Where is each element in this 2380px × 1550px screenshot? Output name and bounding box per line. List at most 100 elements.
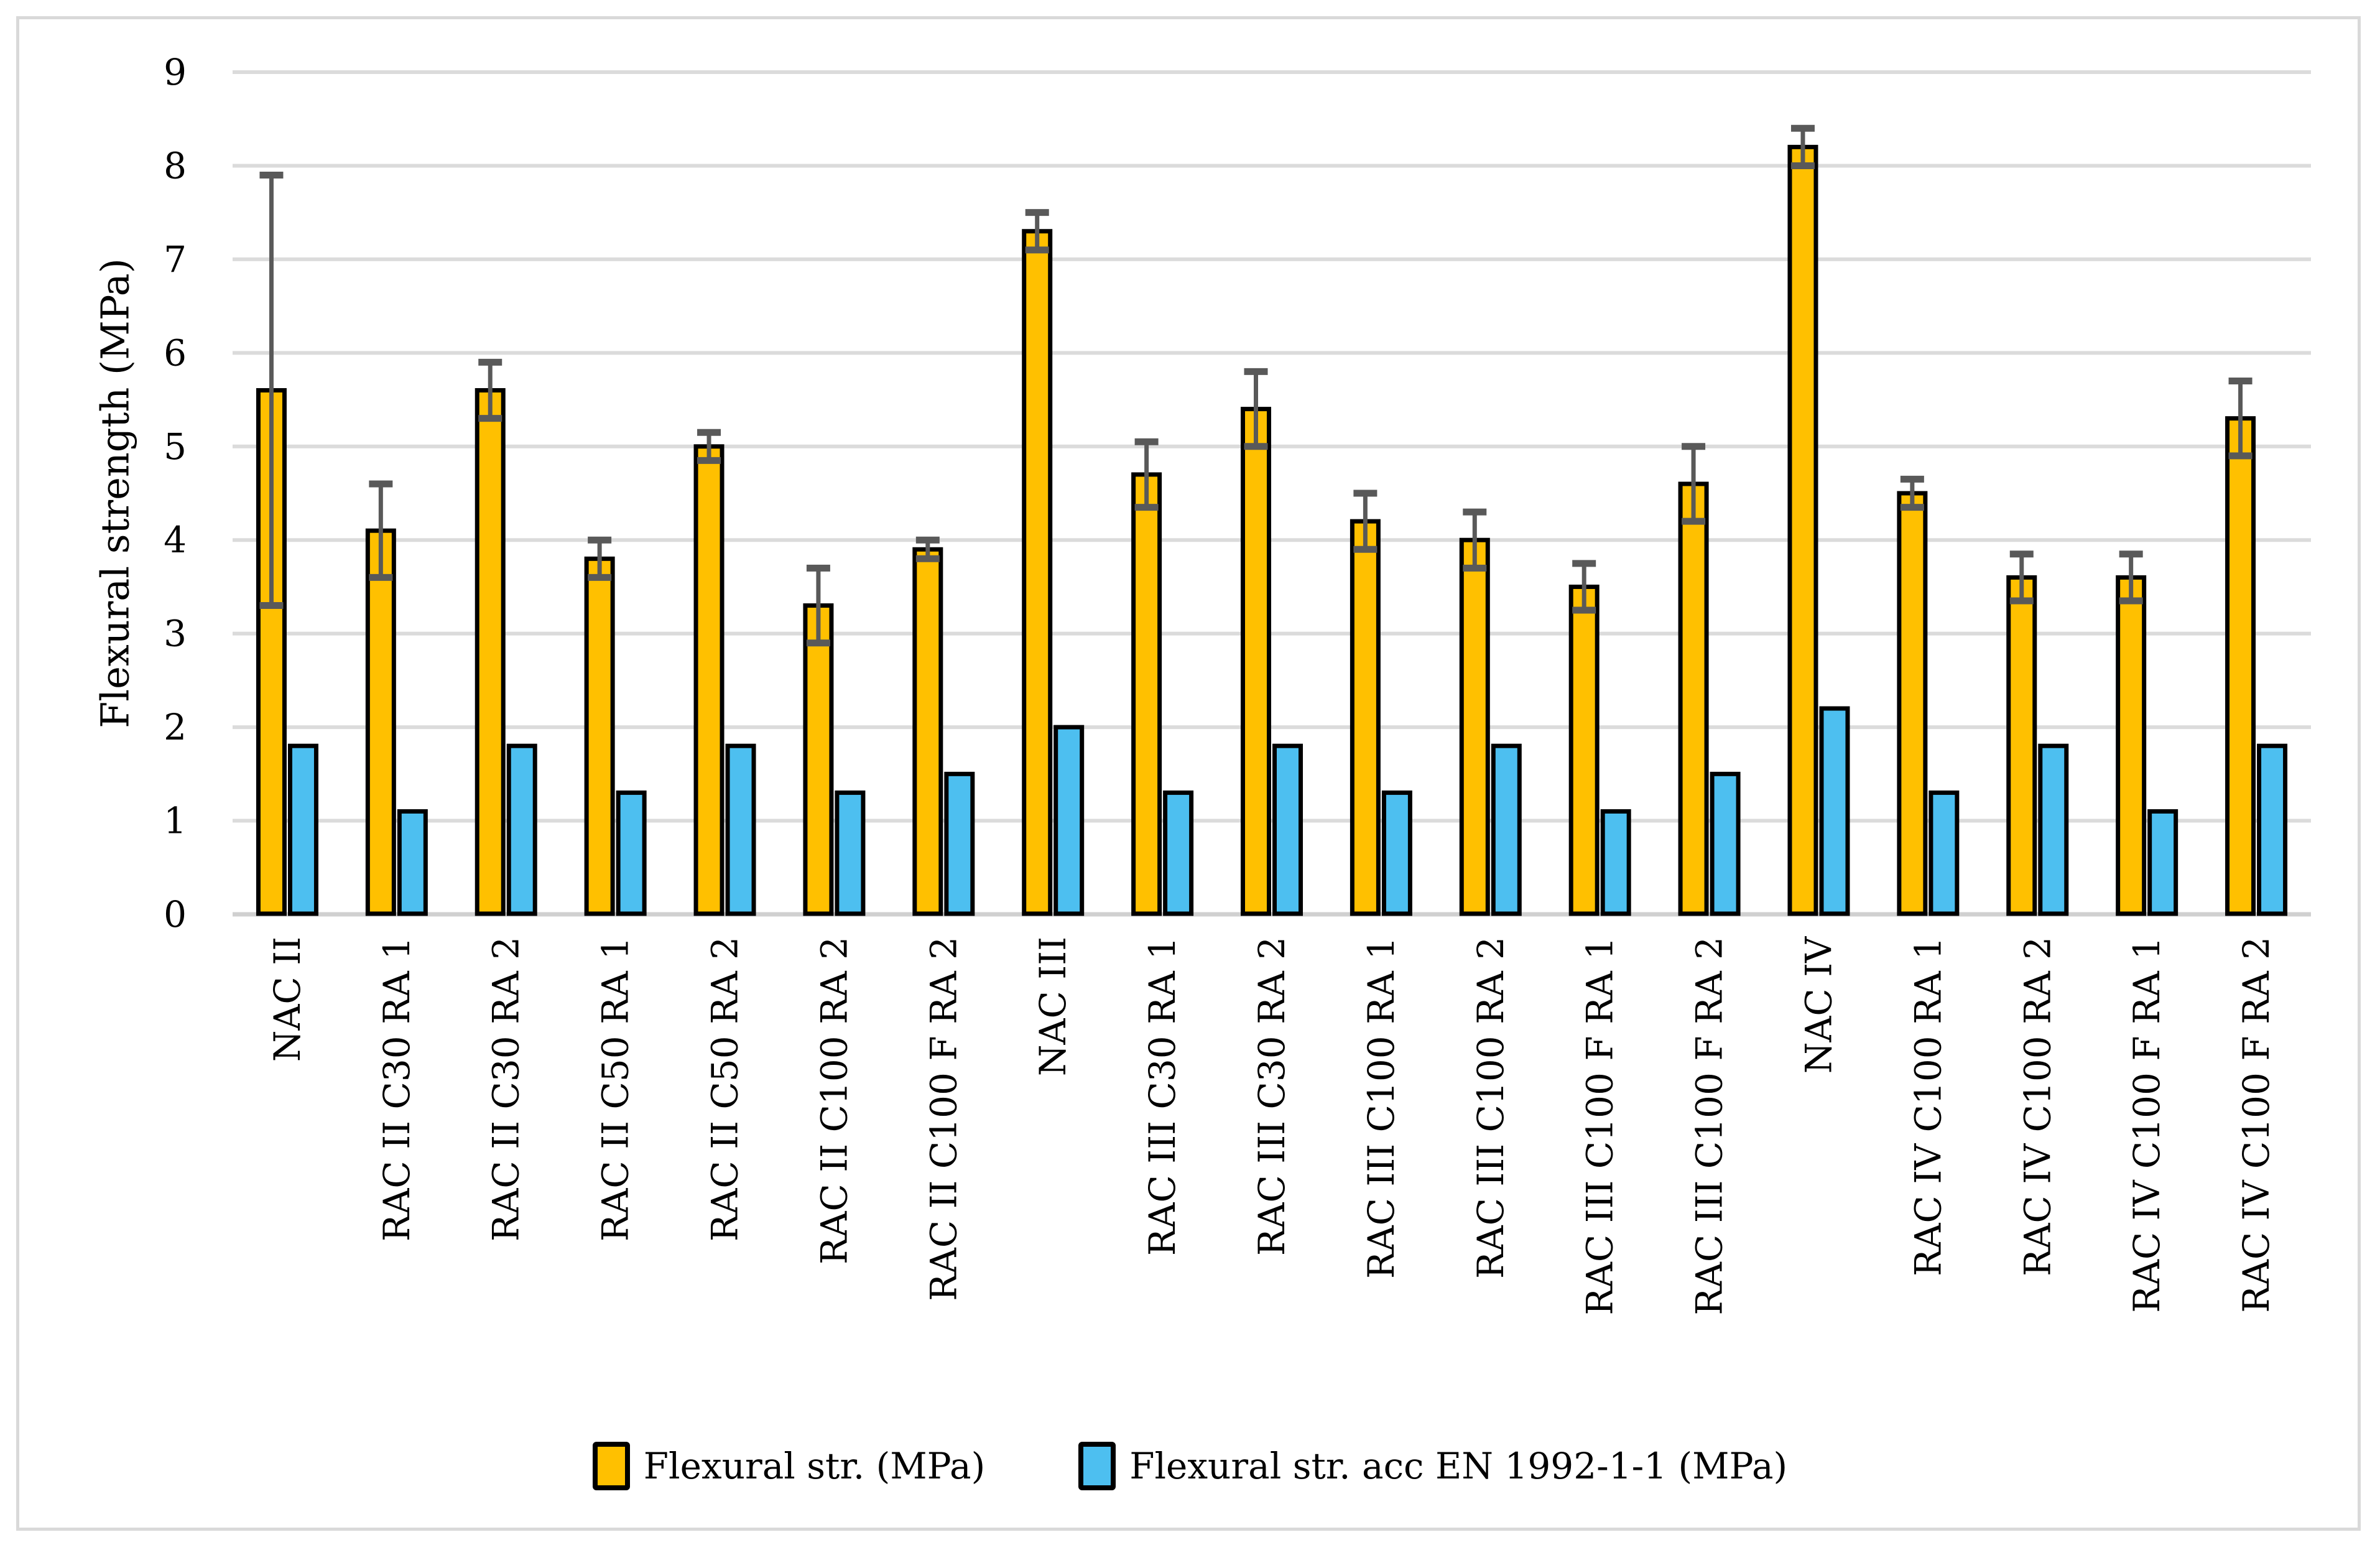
bar-group-9: [1131, 438, 1194, 916]
bar-group-16: [1897, 475, 1960, 916]
error-bar: [588, 536, 612, 581]
bar-flexural-str-en1992: [1053, 725, 1085, 916]
y-axis-title: Flexural strength (MPa): [93, 258, 138, 728]
error-bar: [259, 171, 284, 610]
bar-flexural-str-en1992: [2257, 743, 2288, 916]
x-tick-label: RAC III C100 F RA 2: [1688, 937, 1731, 1316]
bar-group-17: [2006, 550, 2069, 916]
bar-group-4: [584, 536, 647, 916]
bar-flexural-str: [693, 444, 725, 916]
bar-group-13: [1568, 560, 1631, 916]
bar-flexural-str: [1897, 491, 1928, 916]
bar-flexural-str-en1992: [397, 809, 428, 916]
y-tick-label-6: 6: [164, 332, 187, 374]
error-bar: [2009, 550, 2034, 605]
bar-flexural-str-en1992: [944, 771, 975, 916]
bar-flexural-str: [1459, 537, 1490, 916]
bar-flexural-str-en1992: [506, 743, 537, 916]
error-bar: [1682, 443, 1706, 525]
x-tick-label: RAC II C30 RA 2: [485, 937, 527, 1241]
bar-flexural-str: [475, 388, 506, 916]
error-bar: [1572, 560, 1596, 614]
x-tick-label: RAC III C100 RA 2: [1470, 937, 1512, 1279]
x-tick-label: NAC IV: [1797, 936, 1840, 1074]
bar-group-1: [256, 171, 318, 916]
error-bar: [1134, 438, 1159, 511]
bar-flexural-str: [1568, 584, 1600, 916]
bar-flexural-str-en1992: [2147, 809, 2179, 916]
y-tick-label-8: 8: [164, 144, 187, 187]
legend-swatch-en1992: [1078, 1442, 1116, 1490]
y-tick-label-3: 3: [164, 613, 187, 655]
bar-flexural-str: [1241, 407, 1271, 916]
bar-flexural-str: [1678, 481, 1709, 916]
error-bar: [478, 358, 502, 422]
bar-flexural-str-en1992: [835, 790, 866, 916]
x-tick-label: RAC IV C100 RA 1: [1907, 937, 1949, 1276]
bar-flexural-str-en1992: [1491, 743, 1522, 916]
error-bar: [369, 480, 393, 581]
bar-group-5: [693, 429, 756, 916]
x-tick-label: RAC III C100 F RA 1: [1579, 937, 1621, 1316]
bar-group-6: [803, 564, 866, 916]
bar-group-8: [1022, 209, 1085, 916]
y-tick-label-1: 1: [164, 800, 187, 842]
error-bar: [1025, 209, 1049, 254]
x-tick-label: RAC IV C100 F RA 1: [2126, 937, 2168, 1313]
bar-flexural-str: [1022, 229, 1053, 916]
bar-flexural-str: [584, 556, 615, 916]
legend-entry-en1992: Flexural str. acc EN 1992-1-1 (MPa): [1078, 1442, 1787, 1490]
bar-group-7: [912, 536, 975, 916]
y-tick-label-9: 9: [164, 51, 187, 93]
error-bar: [806, 564, 830, 647]
bar-group-15: [1787, 124, 1850, 916]
x-tick-label: RAC IV C100 F RA 2: [2235, 937, 2277, 1313]
error-bar: [1244, 368, 1268, 450]
x-tick-label: RAC III C100 RA 1: [1360, 937, 1402, 1279]
chart-legend: Flexural str. (MPa) Flexural str. acc EN…: [0, 1442, 2380, 1490]
y-tick-label-4: 4: [164, 519, 187, 561]
legend-label-flexural-str: Flexural str. (MPa): [643, 1445, 986, 1487]
bar-flexural-str: [2116, 575, 2147, 916]
bar-flexural-str: [912, 547, 943, 916]
error-bar: [1463, 508, 1487, 572]
bar-flexural-str-en1992: [1600, 809, 1631, 916]
error-bar: [697, 429, 721, 464]
bar-flexural-str-en1992: [1163, 790, 1194, 916]
error-bar: [1900, 475, 1924, 511]
bar-group-19: [2225, 377, 2288, 916]
bar-flexural-str: [1350, 519, 1381, 916]
bar-group-18: [2116, 550, 2179, 916]
x-tick-label: NAC II: [266, 937, 308, 1062]
bar-flexural-str-en1992: [1381, 790, 1412, 916]
bar-group-12: [1459, 508, 1522, 916]
error-bar: [1353, 490, 1378, 553]
bar-flexural-str-en1992: [725, 743, 756, 916]
x-tick-label: RAC II C100 RA 2: [813, 937, 855, 1265]
error-bar: [1790, 124, 1815, 169]
bar-flexural-str: [1787, 144, 1818, 916]
bar-group-14: [1678, 443, 1741, 916]
error-bar: [2228, 377, 2253, 460]
legend-swatch-flexural-str: [592, 1442, 630, 1490]
bar-group-10: [1241, 368, 1303, 916]
x-tick-label: RAC II C100 F RA 2: [922, 937, 965, 1301]
y-tick-label-0: 0: [164, 893, 187, 935]
x-tick-label: RAC III C30 RA 1: [1141, 937, 1183, 1256]
bar-group-3: [475, 358, 537, 916]
x-tick-label: RAC IV C100 RA 2: [2016, 937, 2058, 1276]
y-tick-label-7: 7: [164, 238, 187, 281]
bar-flexural-str-en1992: [2038, 743, 2069, 916]
bar-flexural-str-en1992: [1929, 790, 1960, 916]
y-tick-label-5: 5: [164, 425, 187, 468]
bar-flexural-str: [1131, 472, 1162, 916]
x-tick-label: RAC III C30 RA 2: [1251, 937, 1293, 1256]
bar-flexural-str-en1992: [1710, 771, 1741, 916]
bar-flexural-str-en1992: [1819, 706, 1850, 916]
y-tick-label-2: 2: [164, 706, 187, 748]
bar-flexural-str: [365, 528, 396, 916]
error-bar: [2119, 550, 2143, 605]
error-bar: [915, 536, 940, 562]
